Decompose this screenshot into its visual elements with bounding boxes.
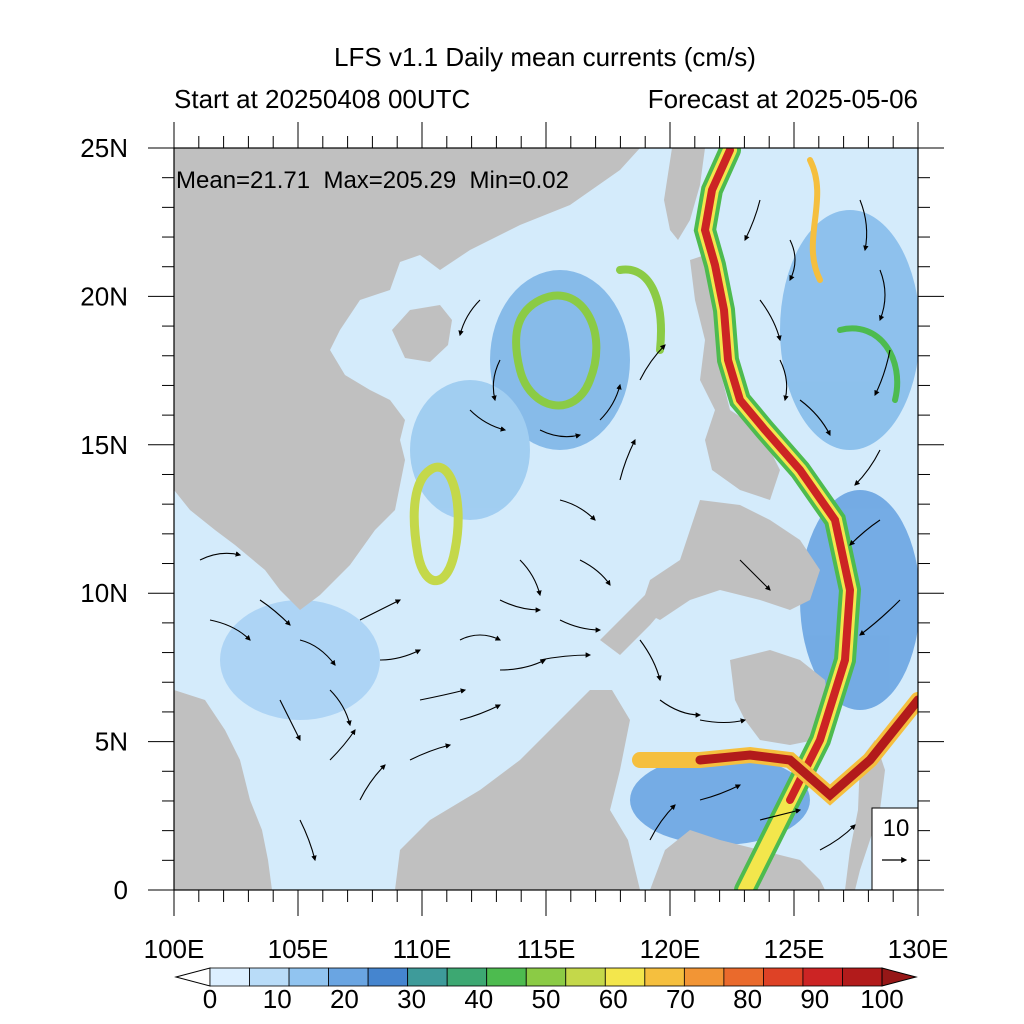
land-mindanao bbox=[730, 650, 830, 745]
colorbar-label: 40 bbox=[464, 984, 493, 1014]
colorbar-swatch bbox=[288, 967, 329, 987]
lat-tick-label: 10N bbox=[80, 578, 128, 608]
flow-vectors bbox=[199, 199, 901, 862]
colorbar-label: 70 bbox=[666, 984, 695, 1014]
land-sumatra bbox=[174, 820, 262, 890]
land-palawan bbox=[600, 560, 690, 655]
colorbar-label: 20 bbox=[330, 984, 359, 1014]
lon-tick-label: 130E bbox=[888, 934, 949, 964]
land-celebes bbox=[650, 830, 825, 890]
land-borneo bbox=[395, 690, 640, 890]
colorbar-label: 50 bbox=[532, 984, 561, 1014]
field-statistics: Mean=21.71 Max=205.29 Min=0.02 bbox=[176, 167, 569, 194]
land-visayas bbox=[640, 500, 820, 620]
eddy-ring-north bbox=[512, 291, 601, 410]
colorbar: 0 10 20 30 40 50 60 70 80 90 100 bbox=[174, 967, 918, 1014]
colorbar-label: 60 bbox=[599, 984, 628, 1014]
colorbar-label: 90 bbox=[800, 984, 829, 1014]
forecast-time-label: Forecast at 2025-05-06 bbox=[648, 84, 918, 114]
lon-tick-label: 120E bbox=[640, 934, 701, 964]
map-axes: 25N 20N 15N 10N 5N 0 100E 105E 110E 115E 120E 125E 1… bbox=[80, 122, 948, 964]
lon-tick-label: 125E bbox=[764, 934, 825, 964]
colorbar-label: 10 bbox=[263, 984, 292, 1014]
strong-currents bbox=[409, 148, 918, 890]
land-taiwan bbox=[664, 148, 705, 240]
lon-tick-label: 110E bbox=[393, 934, 452, 964]
reference-vector-value: 10 bbox=[883, 815, 910, 842]
map-area bbox=[174, 148, 918, 890]
land-halmahera bbox=[845, 740, 885, 890]
lon-tick-label: 105E bbox=[268, 934, 329, 964]
land-hainan bbox=[392, 305, 452, 362]
colorbar-label: 0 bbox=[203, 984, 217, 1014]
colorbar-label: 100 bbox=[860, 984, 903, 1014]
lon-tick-label: 115E bbox=[517, 934, 576, 964]
colorbar-label: 80 bbox=[733, 984, 762, 1014]
figure-title: LFS v1.1 Daily mean currents (cm/s) bbox=[334, 42, 756, 72]
land-indochina bbox=[174, 148, 640, 610]
eddy-ring-west bbox=[409, 462, 463, 586]
lat-tick-label: 20N bbox=[80, 281, 128, 311]
lat-tick-label: 25N bbox=[80, 133, 128, 163]
colorbar-swatch bbox=[763, 967, 804, 987]
lat-tick-label: 5N bbox=[95, 727, 128, 757]
lat-tick-label: 15N bbox=[80, 430, 128, 460]
reference-vector-box: 10 bbox=[871, 807, 919, 891]
lat-tick-label: 0 bbox=[114, 875, 128, 905]
colorbar-label: 30 bbox=[397, 984, 426, 1014]
land bbox=[174, 148, 885, 890]
start-time-label: Start at 20250408 00UTC bbox=[174, 84, 470, 114]
lon-tick-label: 100E bbox=[144, 934, 205, 964]
colorbar-max-triangle bbox=[881, 967, 918, 987]
